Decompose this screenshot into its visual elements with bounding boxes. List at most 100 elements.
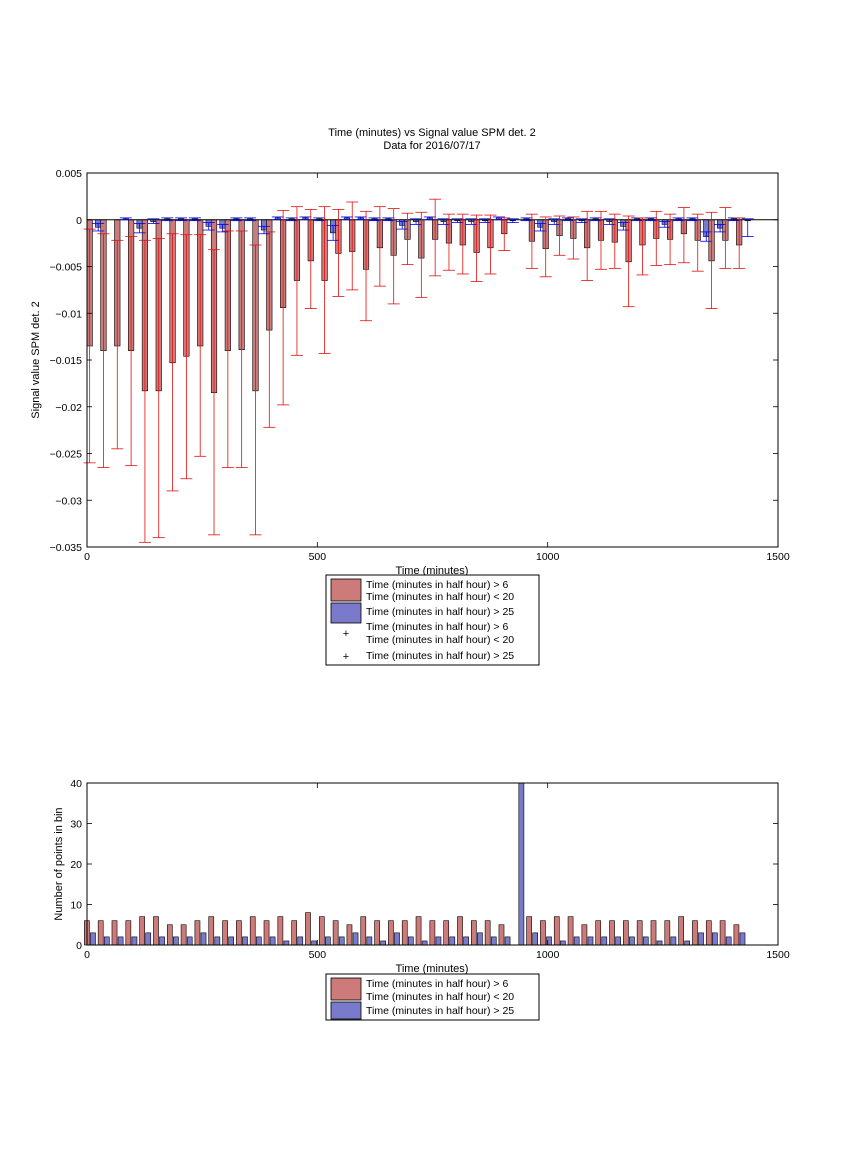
x-tick-label: 1000 (536, 551, 560, 563)
x-tick-label: 1500 (766, 949, 790, 961)
y-tick-label: 20 (70, 859, 82, 871)
bar-blue (656, 940, 663, 946)
top-chart-subtitle: Data for 2016/07/17 (383, 140, 480, 152)
bar-blue (131, 936, 138, 946)
bar-red (581, 924, 588, 946)
bar-red (222, 920, 228, 946)
top-plot-area (83, 198, 778, 543)
bar-red (180, 924, 187, 946)
top-legend-marker-blue: + (343, 651, 349, 663)
bar-blue (269, 936, 276, 946)
bar-red (526, 916, 532, 946)
y-tick-label: 0.005 (56, 168, 82, 180)
top-y-axis-label: Signal value SPM det. 2 (30, 301, 42, 418)
bar-red (650, 920, 657, 946)
bar-red (360, 916, 367, 946)
y-tick-label: 30 (70, 819, 82, 831)
bar-blue (173, 936, 179, 946)
bar-blue (380, 940, 386, 946)
bar-blue (421, 940, 428, 946)
top-y-ticks: 0.005 0 −0.005 −0.01 −0.015 −0.02 −0.025 −0.03 −… (50, 168, 778, 554)
bar-blue (186, 936, 193, 946)
bar-red (305, 912, 311, 946)
bar-red (498, 924, 505, 946)
y-tick-label: −0.005 (50, 262, 83, 274)
top-legend-text: Time (minutes in half hour) > 25 (366, 606, 514, 618)
bar-blue (407, 936, 414, 946)
bar-blue (546, 936, 552, 946)
bar-blue (615, 936, 621, 946)
bar-red (277, 916, 284, 946)
top-legend-text: Time (minutes in half hour) > 6 (366, 621, 508, 633)
bar-blue (587, 936, 594, 946)
bar-red (443, 920, 450, 946)
y-tick-label: 0 (76, 215, 82, 227)
bar-red (664, 920, 671, 946)
bar-red (208, 916, 215, 946)
bar-blue (159, 936, 165, 946)
bar-blue (559, 940, 566, 946)
bottom-legend-text: Time (minutes in half hour) > 6 (366, 978, 508, 990)
bar-blue (601, 936, 608, 946)
bar-blue (725, 936, 732, 946)
bar-red (484, 920, 491, 946)
bar-blue (739, 932, 746, 946)
top-x-ticks: 0 500 1000 1500 (84, 173, 790, 563)
y-tick-label: −0.02 (55, 402, 82, 414)
y-tick-label: 0 (76, 940, 82, 952)
bar-red (692, 920, 698, 946)
y-tick-label: 10 (70, 900, 82, 912)
bar-blue (642, 936, 649, 946)
bar-red (153, 916, 159, 946)
bar-blue (698, 932, 704, 946)
bar-red (705, 920, 712, 946)
bar-blue (463, 936, 469, 946)
bar-red (166, 924, 173, 946)
bar-blue (297, 936, 304, 946)
bar-red (595, 920, 602, 946)
bar-red (332, 920, 339, 946)
x-tick-label: 1500 (766, 551, 790, 563)
top-legend-text: Time (minutes in half hour) > 25 (366, 650, 514, 662)
bottom-chart: 0 500 1000 1500 0 10 20 30 40 Time (minutes) Nu… (53, 778, 790, 1021)
bar-red (139, 916, 145, 946)
bottom-legend-swatch-red (330, 977, 362, 1001)
bar-red (374, 920, 380, 946)
bar-red (733, 924, 740, 946)
y-tick-label: −0.035 (50, 542, 83, 554)
top-legend-marker-red: + (343, 628, 349, 640)
x-tick-label: 500 (309, 949, 327, 961)
bar-red (623, 920, 629, 946)
top-legend-swatch-red (330, 578, 362, 602)
bar-red (415, 916, 422, 946)
bar-blue (629, 936, 635, 946)
bar-blue (228, 936, 234, 946)
bottom-legend: Time (minutes in half hour) > 6 Time (mi… (325, 973, 540, 1021)
bottom-legend-swatch-blue (330, 1001, 362, 1020)
top-legend-swatch-blue (330, 602, 362, 624)
bar-red (346, 924, 353, 946)
x-tick-label: 0 (84, 551, 90, 563)
y-tick-label: −0.025 (50, 449, 83, 461)
bar-blue (214, 936, 221, 946)
top-legend: Time (minutes in half hour) > 6 Time (mi… (325, 574, 540, 666)
bar-blue (477, 932, 483, 946)
bar-red (609, 920, 615, 946)
bar-blue (242, 936, 248, 946)
bar-red (125, 920, 132, 946)
y-tick-label: 40 (70, 778, 82, 790)
bar-red (719, 920, 726, 946)
bar-blue (117, 936, 124, 946)
bar-blue (490, 936, 497, 946)
bar-red (97, 920, 104, 946)
bar-blue (255, 936, 262, 946)
bottom-legend-box (325, 973, 540, 1021)
bottom-x-ticks: 0 500 1000 1500 (84, 783, 790, 961)
bar-blue (684, 940, 691, 946)
bar-blue (712, 932, 718, 946)
y-tick-label: −0.03 (55, 495, 82, 507)
bar-red (236, 920, 242, 946)
bottom-plot-area (84, 782, 746, 946)
bottom-x-axis-label: Time (minutes) (396, 963, 469, 975)
